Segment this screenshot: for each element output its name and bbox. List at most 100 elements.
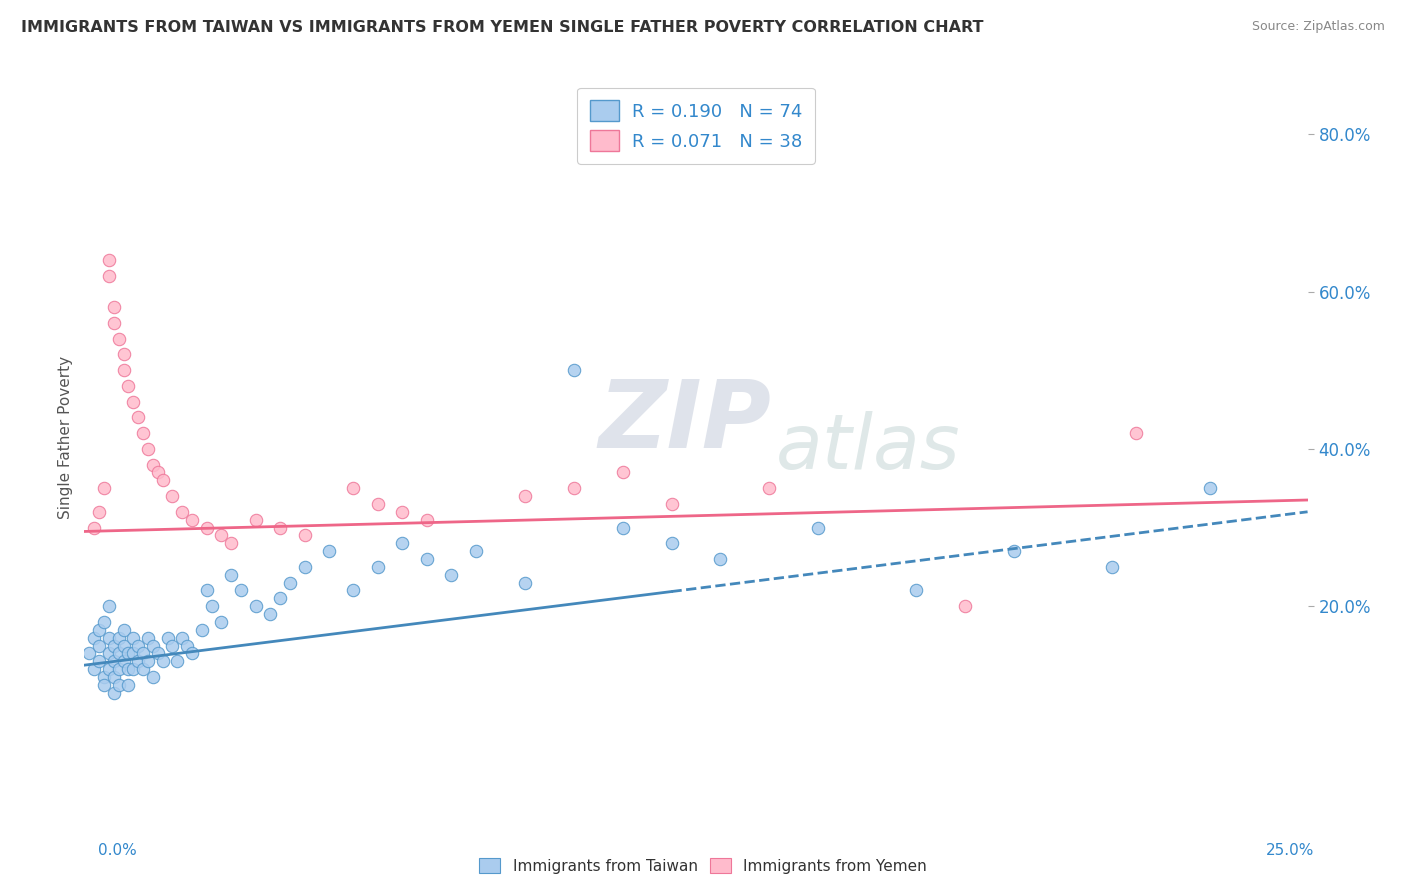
Point xyxy=(103,654,125,668)
Point xyxy=(93,678,115,692)
Point xyxy=(294,559,316,574)
Point xyxy=(136,654,159,668)
Point xyxy=(953,599,976,614)
Point xyxy=(97,631,120,645)
Point xyxy=(117,379,139,393)
Point xyxy=(269,591,291,606)
Point xyxy=(122,631,145,645)
Point xyxy=(117,646,139,660)
Point xyxy=(97,662,120,676)
Point xyxy=(367,559,389,574)
Point xyxy=(219,567,242,582)
Point xyxy=(318,544,340,558)
Point xyxy=(661,536,683,550)
Point xyxy=(87,654,110,668)
Point xyxy=(97,253,120,268)
Point xyxy=(209,528,232,542)
Text: ZIP: ZIP xyxy=(598,376,770,468)
Point xyxy=(294,528,316,542)
Point xyxy=(612,466,634,480)
Point xyxy=(191,623,214,637)
Point xyxy=(112,654,135,668)
Point xyxy=(152,654,174,668)
Point xyxy=(181,513,204,527)
Text: 0.0%: 0.0% xyxy=(98,843,138,858)
Point xyxy=(103,301,125,315)
Point xyxy=(146,466,169,480)
Point xyxy=(905,583,928,598)
Point xyxy=(117,662,139,676)
Text: 25.0%: 25.0% xyxy=(1267,843,1315,858)
Point xyxy=(758,481,780,495)
Point xyxy=(87,505,110,519)
Point xyxy=(112,623,135,637)
Point xyxy=(219,536,242,550)
Point xyxy=(195,583,218,598)
Point xyxy=(245,513,267,527)
Point xyxy=(342,481,364,495)
Point xyxy=(136,631,159,645)
Point xyxy=(122,662,145,676)
Point xyxy=(97,646,120,660)
Point xyxy=(132,426,155,441)
Point xyxy=(440,567,463,582)
Point xyxy=(112,363,135,377)
Point xyxy=(391,505,413,519)
Point xyxy=(117,678,139,692)
Point xyxy=(1198,481,1220,495)
Point xyxy=(103,686,125,700)
Point xyxy=(77,646,100,660)
Text: atlas: atlas xyxy=(776,411,960,485)
Point xyxy=(162,489,184,503)
Point xyxy=(103,670,125,684)
Point xyxy=(1125,426,1147,441)
Point xyxy=(83,631,105,645)
Point xyxy=(93,670,115,684)
Point xyxy=(93,481,115,495)
Point xyxy=(112,347,135,361)
Y-axis label: Single Father Poverty: Single Father Poverty xyxy=(58,356,73,518)
Point xyxy=(181,646,204,660)
Legend: Immigrants from Taiwan, Immigrants from Yemen: Immigrants from Taiwan, Immigrants from … xyxy=(472,852,934,880)
Point xyxy=(278,575,301,590)
Point xyxy=(172,505,194,519)
Point xyxy=(1002,544,1025,558)
Point xyxy=(97,268,120,283)
Point xyxy=(152,473,174,487)
Point xyxy=(132,662,155,676)
Point xyxy=(142,458,165,472)
Point xyxy=(83,520,105,534)
Point xyxy=(416,513,439,527)
Point xyxy=(391,536,413,550)
Point xyxy=(107,662,129,676)
Point xyxy=(229,583,252,598)
Point xyxy=(83,662,105,676)
Point xyxy=(807,520,830,534)
Point xyxy=(195,520,218,534)
Point xyxy=(112,639,135,653)
Point xyxy=(103,316,125,330)
Point xyxy=(1101,559,1123,574)
Point xyxy=(562,481,585,495)
Point xyxy=(93,615,115,629)
Point xyxy=(107,678,129,692)
Point xyxy=(166,654,188,668)
Point xyxy=(562,363,585,377)
Point xyxy=(107,646,129,660)
Point xyxy=(200,599,222,614)
Point xyxy=(136,442,159,456)
Point xyxy=(122,646,145,660)
Point xyxy=(513,575,536,590)
Point xyxy=(87,623,110,637)
Point xyxy=(127,654,149,668)
Point xyxy=(103,639,125,653)
Legend: R = 0.190   N = 74, R = 0.071   N = 38: R = 0.190 N = 74, R = 0.071 N = 38 xyxy=(578,87,814,164)
Point xyxy=(132,646,155,660)
Point xyxy=(127,639,149,653)
Point xyxy=(464,544,486,558)
Point xyxy=(122,394,145,409)
Point xyxy=(176,639,198,653)
Text: Source: ZipAtlas.com: Source: ZipAtlas.com xyxy=(1251,20,1385,33)
Point xyxy=(661,497,683,511)
Point xyxy=(87,639,110,653)
